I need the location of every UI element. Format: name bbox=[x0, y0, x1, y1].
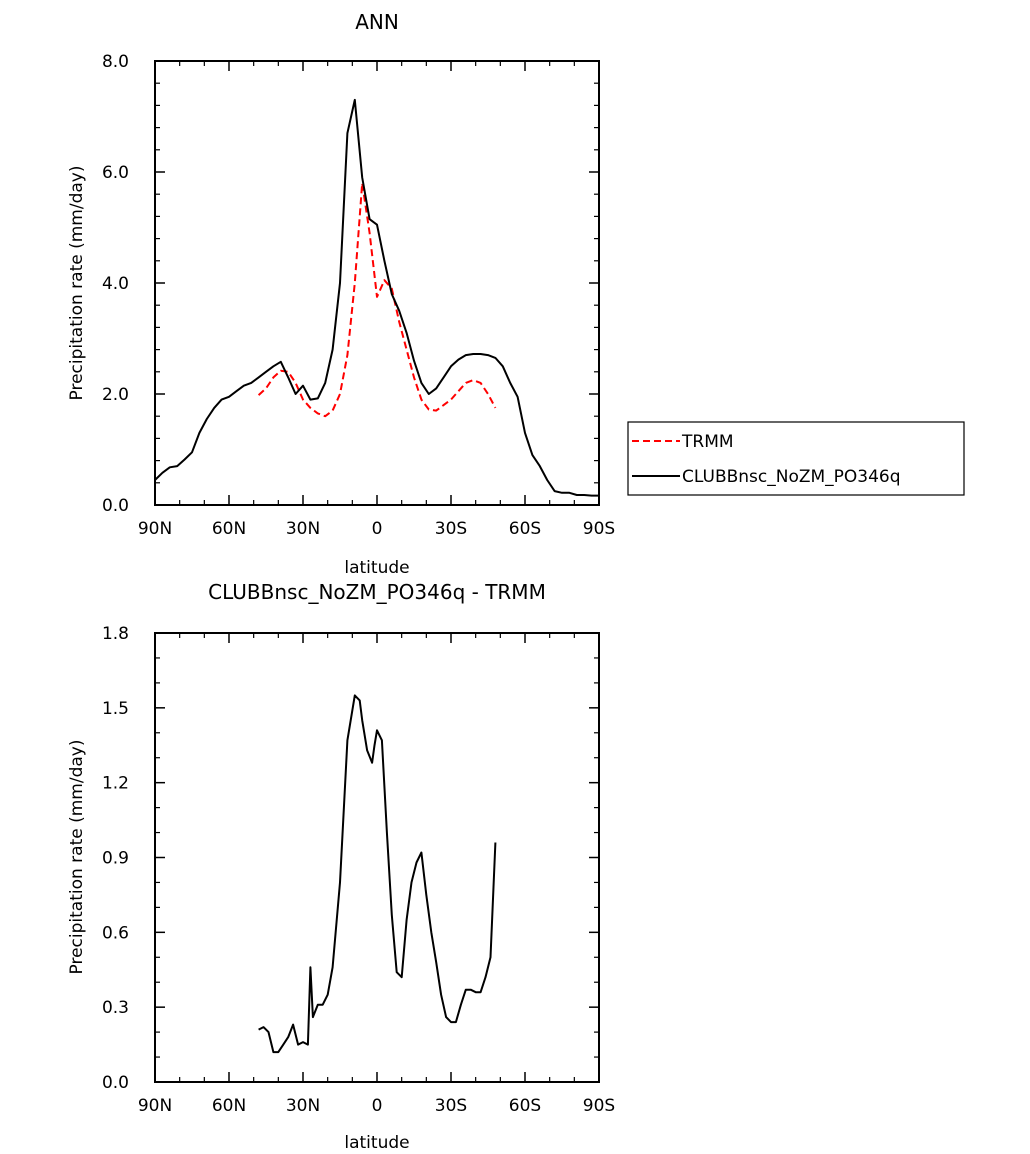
bottom-series-line-difference bbox=[258, 694, 497, 1054]
x-tick-label: 60N bbox=[212, 519, 246, 539]
bottom-y-axis-label: Precipitation rate (mm/day) bbox=[67, 740, 87, 975]
top-panel-title: ANN bbox=[355, 10, 399, 34]
top-series-lines bbox=[154, 98, 599, 497]
y-tick-label: 0.0 bbox=[102, 496, 129, 516]
legend: TRMM CLUBBnsc_NoZM_PO346q bbox=[627, 421, 965, 496]
x-tick-label: 90N bbox=[138, 1096, 172, 1116]
x-tick-label: 30S bbox=[435, 519, 467, 539]
x-tick-label: 60S bbox=[509, 1096, 541, 1116]
x-tick-label: 30N bbox=[286, 519, 320, 539]
x-tick-label: 90S bbox=[583, 1096, 615, 1116]
top-series-line-trmm bbox=[257, 182, 497, 418]
bottom-series-lines bbox=[258, 694, 497, 1054]
bottom-plot-frame bbox=[154, 632, 600, 1083]
x-tick-label: 60S bbox=[509, 519, 541, 539]
y-tick-label: 8.0 bbox=[102, 52, 129, 72]
bottom-panel-title: CLUBBnsc_NoZM_PO346q - TRMM bbox=[208, 580, 546, 604]
legend-trmm-label: TRMM bbox=[681, 432, 734, 452]
top-panel: ANN 90N 60N 30N 0 30S 60S 90S 0.0 2.0 4.0 6.0 8.0 l… bbox=[67, 10, 615, 578]
y-tick-label: 1.8 bbox=[102, 624, 129, 644]
top-plot-frame bbox=[154, 60, 600, 506]
bottom-panel: CLUBBnsc_NoZM_PO346q - TRMM 90N 60N 30N 0 30… bbox=[67, 580, 615, 1153]
x-tick-label: 30S bbox=[435, 1096, 467, 1116]
bottom-x-axis-label: latitude bbox=[344, 1133, 409, 1153]
y-tick-label: 1.5 bbox=[102, 699, 129, 719]
top-x-axis-label: latitude bbox=[344, 558, 409, 578]
y-tick-label: 0.6 bbox=[102, 923, 129, 943]
x-tick-label: 90S bbox=[583, 519, 615, 539]
y-tick-label: 6.0 bbox=[102, 163, 129, 183]
top-ticks: 90N 60N 30N 0 30S 60S 90S 0.0 2.0 4.0 6.0 8.0 bbox=[102, 52, 615, 539]
y-tick-label: 0.3 bbox=[102, 998, 129, 1018]
x-tick-label: 0 bbox=[372, 519, 383, 539]
legend-clubb-label: CLUBBnsc_NoZM_PO346q bbox=[682, 467, 901, 487]
x-tick-label: 30N bbox=[286, 1096, 320, 1116]
bottom-ticks: 90N 60N 30N 0 30S 60S 90S 0.0 0.3 0.6 0.9 1.2 1.5 1.8 bbox=[102, 624, 615, 1116]
x-tick-label: 0 bbox=[372, 1096, 383, 1116]
x-tick-label: 60N bbox=[212, 1096, 246, 1116]
legend-box bbox=[627, 421, 965, 496]
y-tick-label: 0.9 bbox=[102, 849, 129, 869]
y-tick-label: 4.0 bbox=[102, 274, 129, 294]
y-tick-label: 2.0 bbox=[102, 385, 129, 405]
y-tick-label: 0.0 bbox=[102, 1073, 129, 1093]
x-tick-label: 90N bbox=[138, 519, 172, 539]
y-tick-label: 1.2 bbox=[102, 774, 129, 794]
top-series-line-clubbnsc_nozm_po346q bbox=[154, 98, 599, 497]
top-y-axis-label: Precipitation rate (mm/day) bbox=[67, 166, 87, 401]
